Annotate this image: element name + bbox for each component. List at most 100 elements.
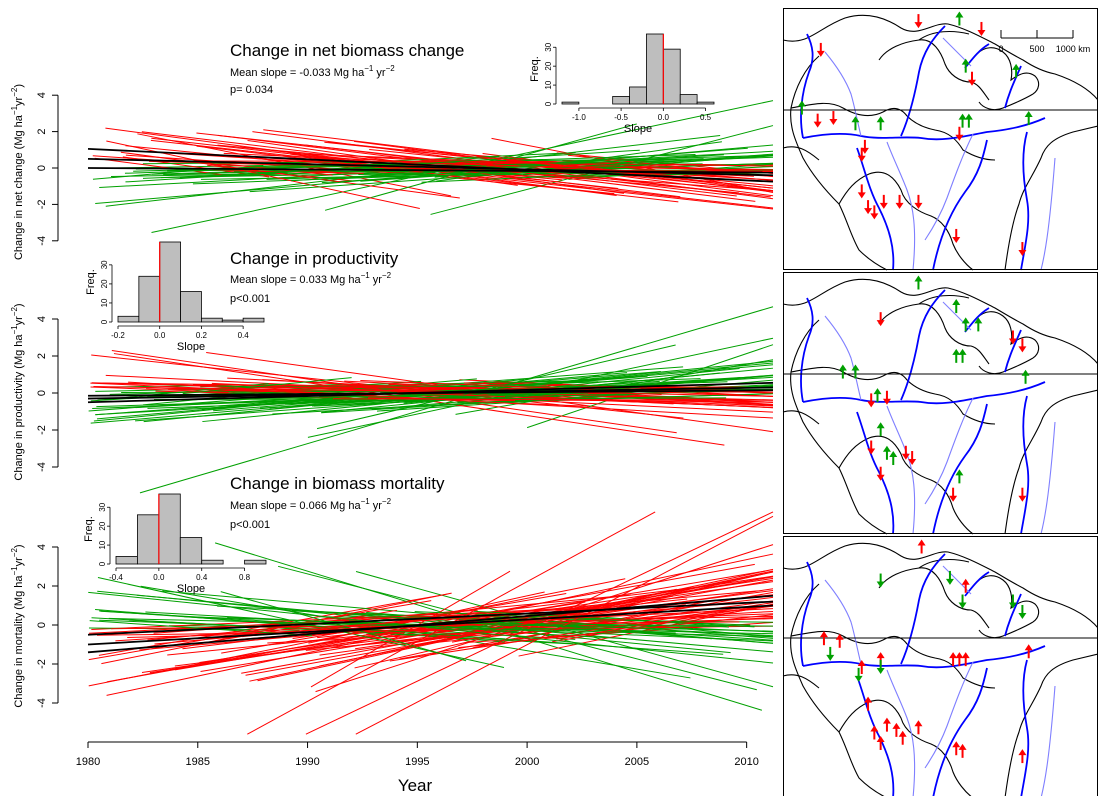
increase-arrow-icon [1012, 63, 1021, 78]
increase-arrow-icon [952, 299, 961, 314]
arrow-head [889, 451, 898, 458]
arrow-head [952, 741, 961, 748]
histogram-bar [137, 514, 160, 565]
decrease-arrow-icon [876, 312, 885, 327]
increase-arrow-icon [835, 633, 844, 648]
arrow-head [914, 202, 923, 209]
productivity-slope-histogram: 0 10 20 30 -0.2 0.0 0.2 0.4 Slope Freq. [85, 241, 265, 353]
arrow-head [797, 100, 806, 107]
arrow-head [876, 668, 885, 674]
net-change-slope-histogram: 0 10 20 30 -1.0 -0.5 0.0 0.5 Slope Freq. [529, 33, 715, 135]
histogram-bar [221, 319, 244, 323]
map-basemap [782, 542, 1098, 796]
histogram-bar [180, 291, 202, 323]
decrease-arrow-icon [876, 660, 885, 674]
x-tick-label: 2010 [734, 756, 758, 768]
hist-x-tick-label: 0.2 [196, 331, 208, 340]
histogram-bar [138, 275, 161, 323]
increase-arrow-icon [961, 578, 970, 593]
site-trend-line [147, 594, 632, 641]
mean-trend-line [87, 389, 774, 397]
decrease-arrow-icon [876, 573, 885, 588]
increase-arrow-icon [1018, 749, 1027, 764]
arrow-head [961, 652, 970, 659]
decrease-arrow-icon [949, 487, 958, 502]
productivity-mean-lines [87, 381, 774, 404]
increase-arrow-icon [819, 631, 828, 646]
arrow-head [864, 208, 873, 215]
productivity-title: Change in productivity [230, 249, 399, 268]
site-trend-line [146, 387, 449, 393]
arrow-head [826, 654, 835, 661]
decrease-arrow-icon [857, 147, 866, 162]
site-trend-line [348, 620, 520, 633]
scale-bar-label: 0 [998, 44, 1003, 54]
histogram-bar [201, 559, 224, 565]
arrow-head [914, 275, 923, 282]
arrow-head [876, 474, 885, 481]
decrease-arrow-icon [945, 570, 954, 585]
arrow-head [882, 445, 891, 452]
arrow-head [1018, 749, 1027, 756]
decrease-arrow-icon [1018, 487, 1027, 502]
hist-x-tick-label: 0.5 [700, 113, 712, 122]
site-trend-line [128, 381, 774, 419]
arrow-head [870, 213, 879, 220]
y-tick-label: 4 [36, 544, 48, 550]
arrow-head [882, 717, 891, 724]
increase-arrow-icon [958, 348, 967, 363]
arrow-head [895, 202, 904, 209]
hist-x-tick-label: -0.5 [614, 113, 628, 122]
increase-arrow-icon [851, 364, 860, 379]
arrow-head [867, 401, 876, 408]
increase-arrow-icon [838, 364, 847, 379]
arrow-head [958, 113, 967, 120]
arrow-head [964, 113, 973, 120]
histogram-bar [117, 315, 140, 323]
histogram-bar [242, 317, 265, 323]
arrow-head [1012, 63, 1021, 70]
hist-y-tick-label: 20 [100, 279, 109, 288]
x-tick-label: 2005 [625, 756, 649, 768]
net-change-title: Change in net biomass change [230, 41, 464, 60]
map-scale-bar: 0 500 1000 km [998, 30, 1090, 54]
decrease-arrow-icon [864, 200, 873, 215]
hist-y-tick-label: 0 [98, 561, 107, 566]
mortality-y-axis: -4 -2 0 2 4 [36, 544, 59, 708]
site-trend-line [88, 578, 626, 687]
arrow-head [829, 119, 838, 126]
increase-arrow-icon [797, 100, 806, 115]
productivity-p-value: p<0.001 [230, 293, 270, 305]
arrow-head [1024, 644, 1033, 651]
decrease-arrow-icon [1008, 330, 1017, 345]
arrow-head [952, 299, 961, 306]
hist-x-tick-label: 0.0 [154, 331, 166, 340]
site-map-1 [782, 8, 1098, 271]
arrow-head [819, 631, 828, 638]
decrease-arrow-icon [914, 14, 923, 29]
y-tick-label: -2 [36, 425, 48, 435]
mortality-p-value: p<0.001 [230, 519, 270, 531]
mortality-mean-slope: Mean slope = 0.066 Mg ha−1 yr−2 [230, 497, 392, 512]
increase-arrow-icon [870, 725, 879, 740]
arrow-head [961, 578, 970, 585]
arrow-head [955, 469, 964, 476]
hist-y-label: Freq. [529, 56, 541, 82]
histogram-bar [179, 537, 203, 565]
productivity-panel: -4 -2 0 2 4 Change in productivity Mean slop… [10, 241, 774, 494]
productivity-mean-slope: Mean slope = 0.033 Mg ha−1 yr−2 [230, 271, 392, 286]
arrow-head [851, 116, 860, 123]
net-change-p-value: p= 0.034 [230, 84, 273, 96]
increase-arrow-icon [955, 11, 964, 26]
decrease-arrow-icon [901, 445, 910, 460]
site-trend-line [457, 393, 774, 404]
arrow-head [974, 317, 983, 324]
increase-arrow-icon [876, 116, 885, 131]
site-trend-line [506, 159, 774, 189]
mean-trend-line [87, 167, 774, 174]
decrease-arrow-icon [813, 113, 822, 128]
hist-x-tick-label: 0.8 [239, 573, 251, 582]
arrow-head [854, 675, 863, 682]
histogram-bar [646, 33, 664, 105]
arrow-head [892, 722, 901, 729]
